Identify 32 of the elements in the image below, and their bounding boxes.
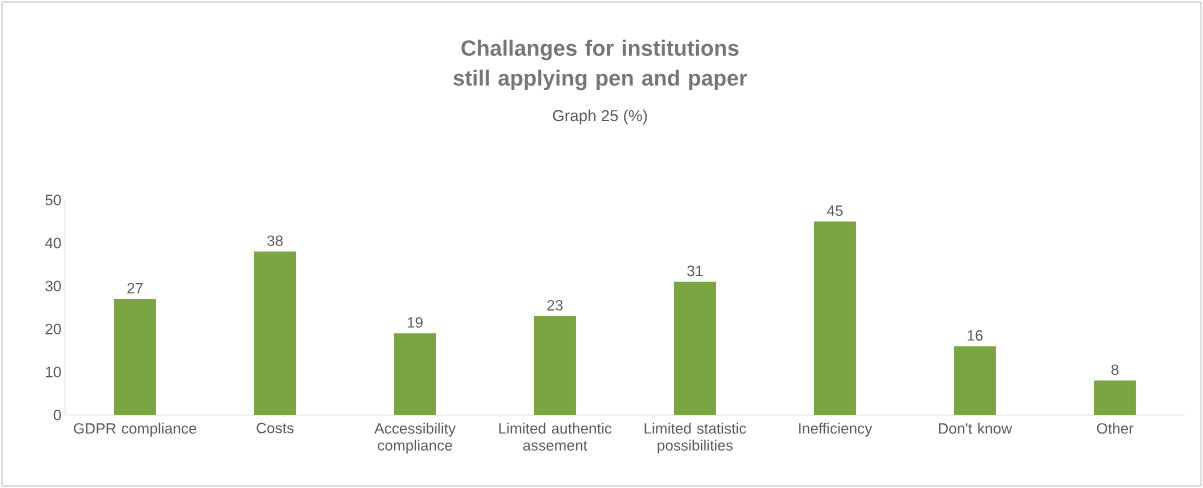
data-label: 8 [1111, 364, 1119, 376]
x-tick-label: Costs [256, 422, 294, 434]
data-label: 16 [967, 330, 983, 341]
bar [1093, 380, 1136, 415]
chart-title: Challanges for institutions still applying pen and paper [453, 39, 748, 91]
y-tick-label: 20 [45, 323, 61, 335]
x-tick-label: Don't know [939, 422, 1013, 434]
x-tick-label: GDPR compliance [73, 422, 197, 437]
chart-subtitle: Graph 25 (%) [552, 109, 647, 125]
data-label: 27 [127, 282, 143, 294]
bar [114, 298, 157, 415]
data-label: 38 [267, 235, 283, 247]
bar [953, 346, 996, 415]
bar [394, 333, 436, 415]
data-label: 31 [687, 265, 703, 277]
x-tick-label: Accessibility compliance [374, 422, 456, 454]
y-tick-label: 40 [45, 237, 61, 249]
data-label: 45 [827, 205, 843, 216]
data-label: 19 [407, 317, 423, 328]
bar [673, 281, 716, 415]
y-tick-label: 30 [45, 280, 61, 292]
bar [254, 251, 296, 415]
x-tick-label: Limited statistic possibilities [644, 422, 747, 454]
x-tick-label: Other [1096, 422, 1134, 434]
y-tick-label: 50 [45, 194, 61, 206]
data-label: 23 [547, 299, 563, 311]
x-tick-label: Inefficiency [799, 422, 873, 437]
y-tick-label: 0 [53, 409, 61, 421]
bar [813, 221, 856, 415]
y-tick-label: 10 [46, 366, 61, 378]
x-tick-label: Limited authentic assement [499, 422, 612, 451]
bar [533, 316, 576, 415]
